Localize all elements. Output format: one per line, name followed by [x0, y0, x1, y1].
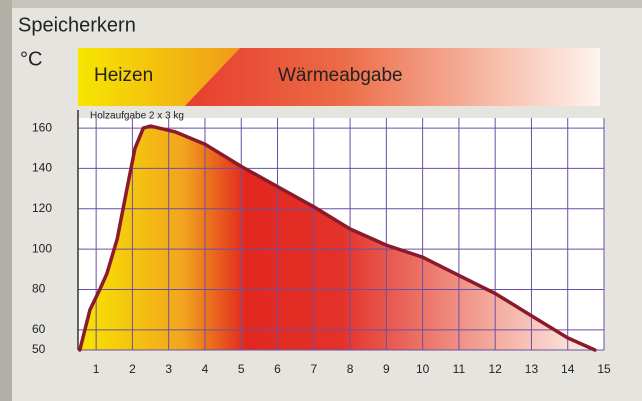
x-tick-label: 6: [274, 362, 281, 376]
area-fill: [79, 126, 595, 350]
y-tick-label: 140: [32, 161, 52, 175]
y-tick-label: 120: [32, 201, 52, 215]
x-tick-label: 14: [561, 362, 575, 376]
frame-top: [0, 0, 642, 8]
heat-band: [78, 48, 240, 106]
line: [78, 124, 597, 352]
x-tick-label: 13: [525, 362, 539, 376]
x-tick-label: 1: [93, 362, 100, 376]
y-tick-label: 80: [32, 282, 46, 296]
x-tick-label: 15: [597, 362, 611, 376]
x-tick-label: 2: [129, 362, 136, 376]
x-tick-label: 9: [383, 362, 390, 376]
x-tick-label: 10: [416, 362, 430, 376]
x-tick-label: 8: [347, 362, 354, 376]
x-tick-label: 12: [488, 362, 502, 376]
y-tick-label: 100: [32, 241, 52, 255]
x-tick-label: 3: [165, 362, 172, 376]
x-tick-label: 11: [453, 362, 466, 376]
annotation: Holzaufgabe 2 x 3 kg: [90, 111, 184, 122]
x-tick-label: 4: [202, 362, 209, 376]
y-tick-label: 60: [32, 322, 46, 336]
frame-left: [0, 0, 12, 401]
chart-title: Speicherkern: [18, 14, 136, 36]
x-tick-label: 5: [238, 362, 245, 376]
phase-label: Heizen: [94, 65, 153, 86]
y-tick-label: 50: [32, 342, 46, 356]
x-tick-label: 7: [310, 362, 317, 376]
y-tick-label: 160: [32, 120, 52, 134]
y-axis-label: °C: [20, 48, 42, 70]
phase-label: Wärmeabgabe: [278, 65, 403, 86]
